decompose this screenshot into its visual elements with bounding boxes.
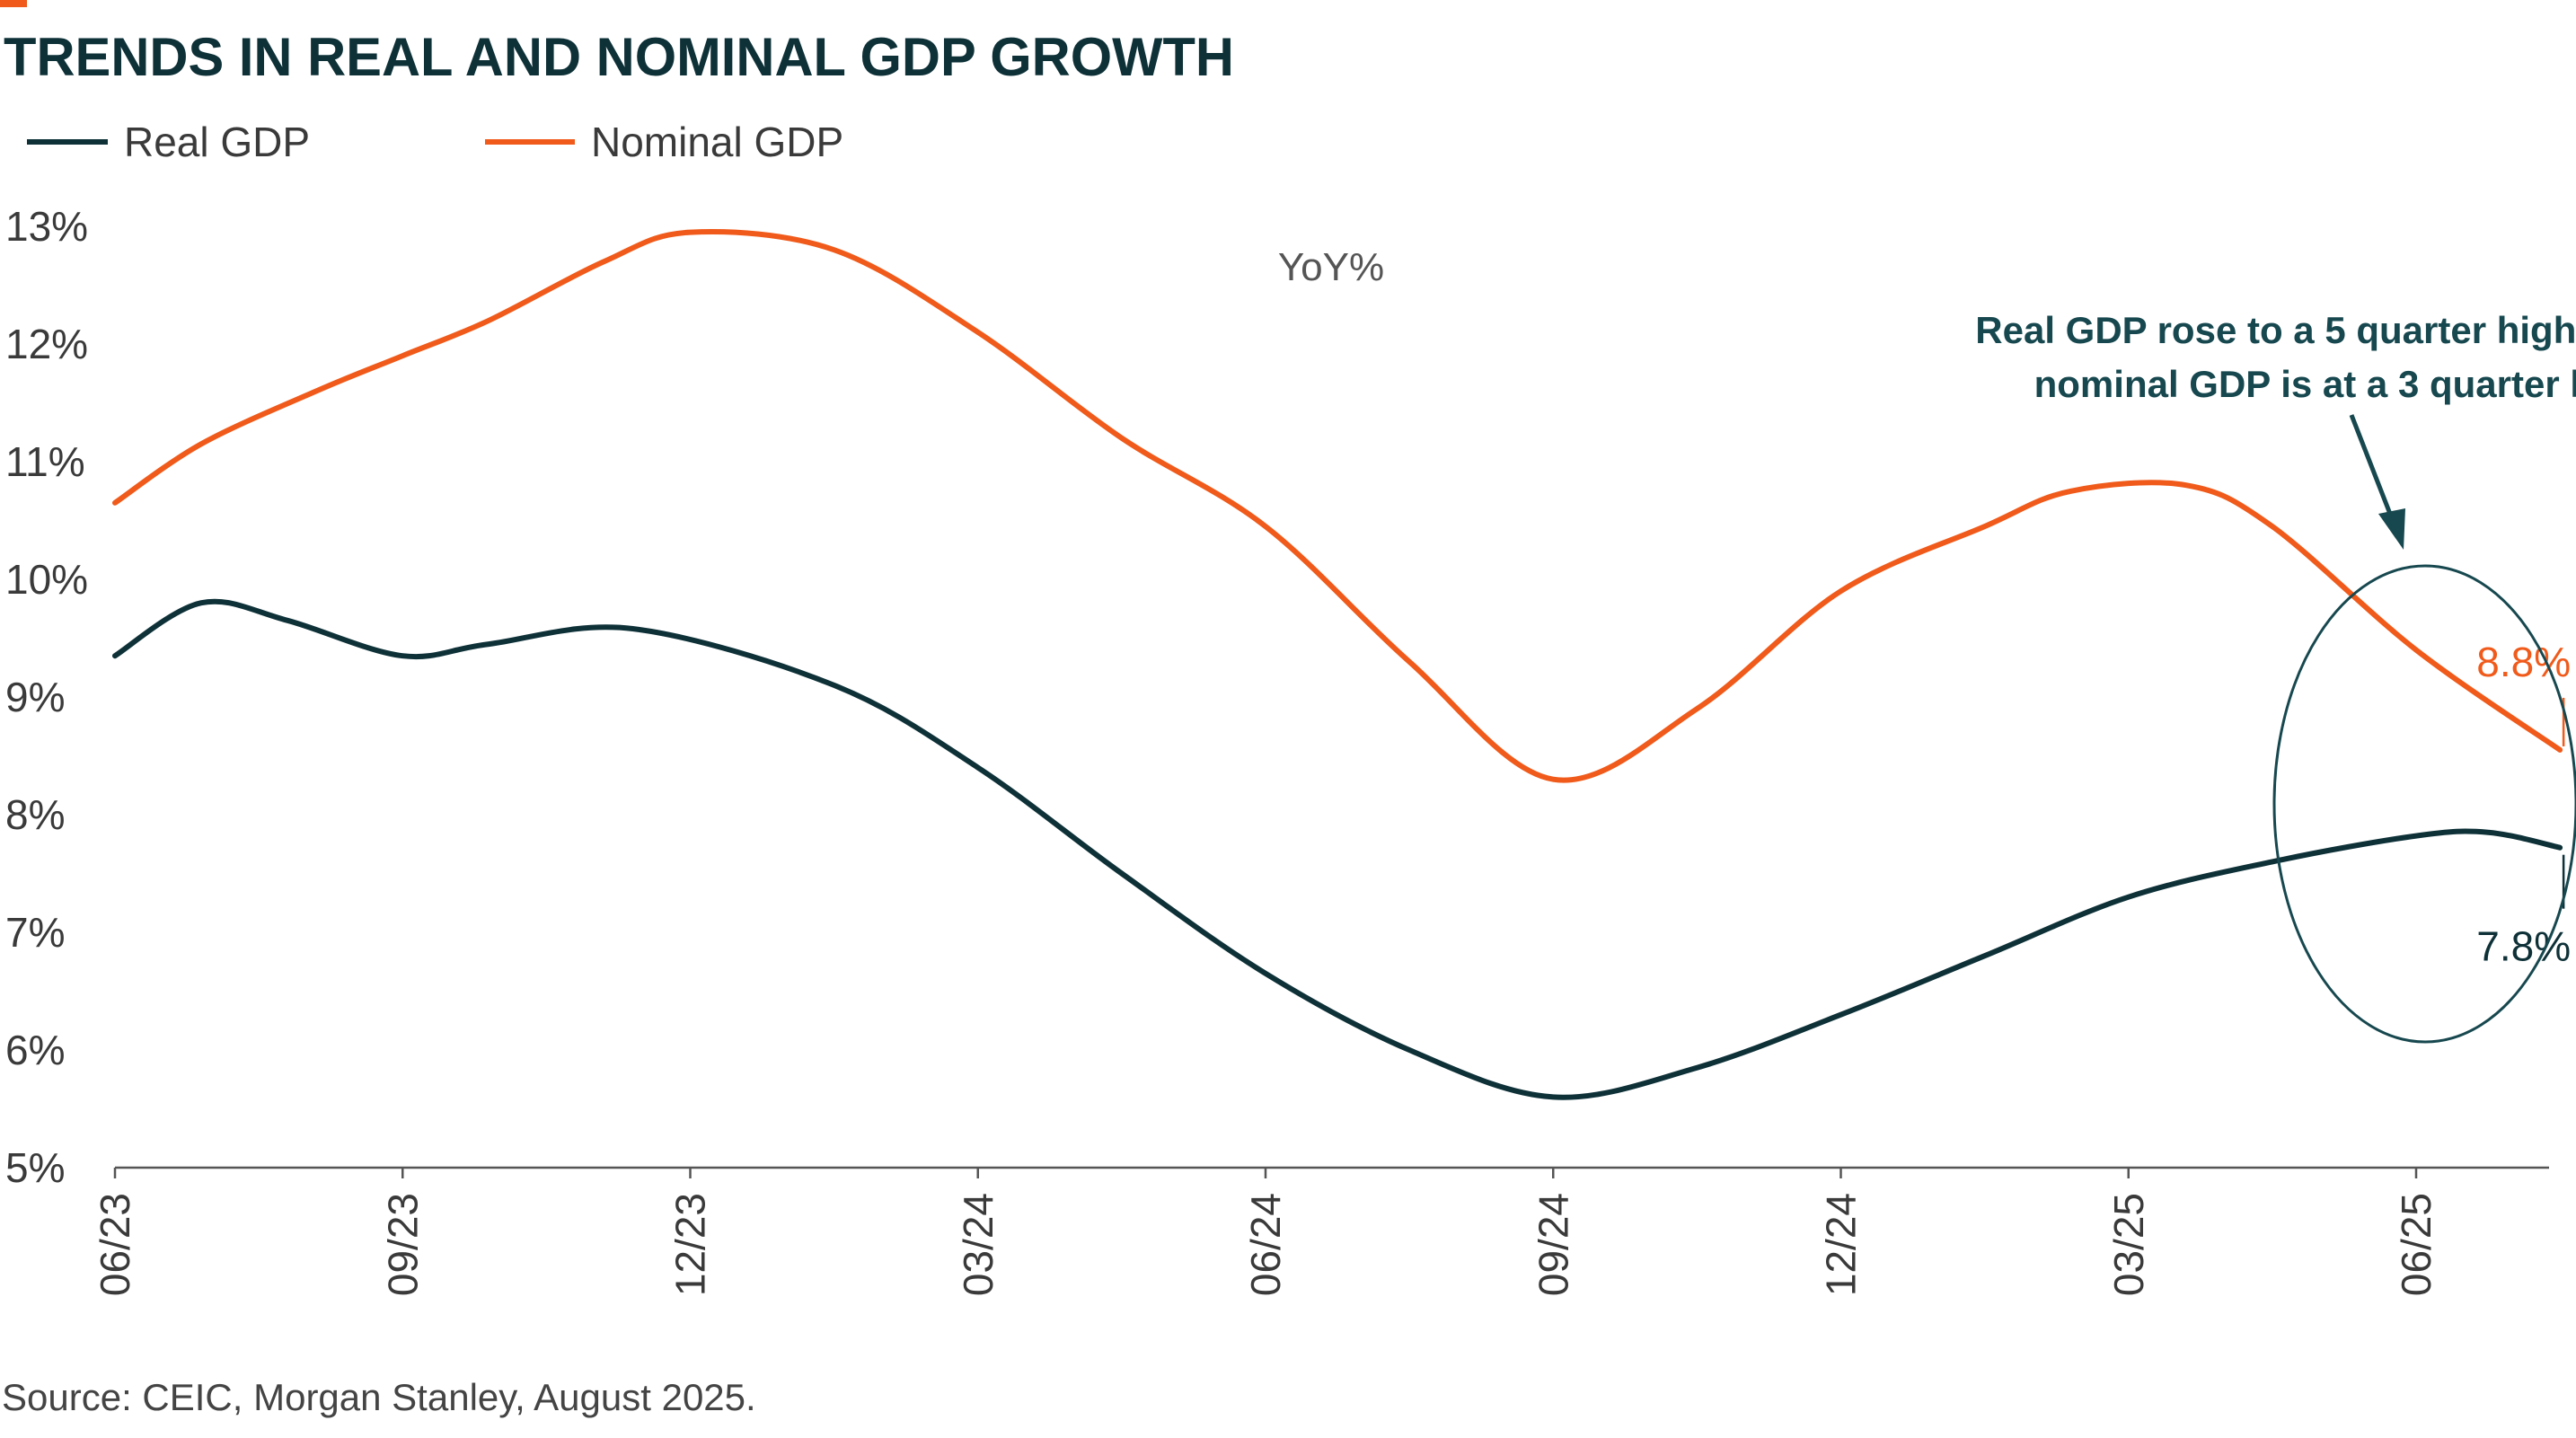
x-tick-label: 06/24 xyxy=(1242,1193,1289,1296)
y-tick-label: 13% xyxy=(5,203,88,250)
series-line-nominal-gdp xyxy=(112,229,2563,783)
annotation-line-2: nominal GDP is at a 3 quarter low xyxy=(2034,363,2576,405)
x-tick-label: 12/24 xyxy=(1818,1193,1865,1296)
chart-title: TRENDS IN REAL AND NOMINAL GDP GROWTH xyxy=(4,27,1234,87)
y-tick-label: 10% xyxy=(5,556,88,603)
y-tick-label: 5% xyxy=(5,1144,65,1191)
annotation-highlight-ellipse xyxy=(2272,564,2576,1044)
y-tick-label: 6% xyxy=(5,1027,65,1073)
series-line-real-gdp xyxy=(112,598,2563,1100)
x-tick-label: 03/24 xyxy=(955,1193,1001,1296)
y-axis: 5% 6% 7% 8% 9% 10% 11% 12% 13% xyxy=(5,203,88,1191)
x-tick-label: 06/23 xyxy=(92,1193,138,1296)
data-label-nominal-gdp: 8.8% xyxy=(2476,639,2571,685)
x-tick-label: 06/25 xyxy=(2393,1193,2439,1296)
legend: Real GDP Nominal GDP xyxy=(27,119,843,165)
x-tick-label: 12/23 xyxy=(667,1193,714,1296)
x-tick-label: 09/23 xyxy=(379,1193,426,1296)
y-tick-label: 8% xyxy=(5,791,65,838)
annotation-line-1: Real GDP rose to a 5 quarter high, while xyxy=(1975,309,2576,351)
title-accent-bar xyxy=(0,0,27,7)
annotation-arrow-head xyxy=(2378,508,2405,550)
legend-label-nominal-gdp: Nominal GDP xyxy=(591,119,843,165)
annotation-arrow-shaft xyxy=(2349,414,2399,531)
legend-label-real-gdp: Real GDP xyxy=(124,119,310,165)
x-tick-label: 03/25 xyxy=(2105,1193,2152,1296)
x-axis: 06/23 09/23 12/23 03/24 06/24 09/24 12/24 03/25… xyxy=(92,1166,2549,1296)
y-tick-label: 11% xyxy=(5,438,85,485)
y-tick-label: 12% xyxy=(5,321,88,367)
chart-subtitle: YoY% xyxy=(1278,245,1384,289)
y-tick-label: 9% xyxy=(5,674,65,720)
y-tick-label: 7% xyxy=(5,909,65,956)
source-note: Source: CEIC, Morgan Stanley, August 202… xyxy=(2,1376,756,1418)
data-label-real-gdp: 7.8% xyxy=(2476,923,2571,970)
x-tick-label: 09/24 xyxy=(1530,1193,1576,1296)
